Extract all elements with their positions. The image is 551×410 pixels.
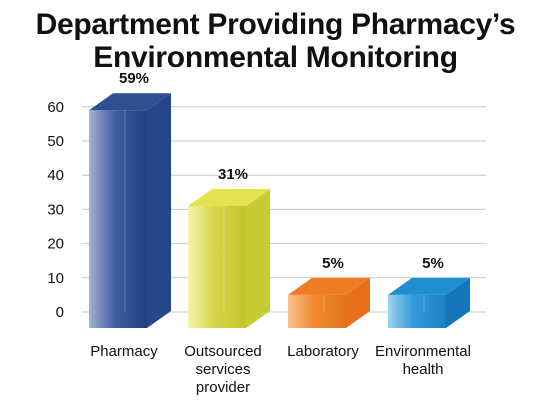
category-label: Outsourced services provider <box>184 343 262 396</box>
y-tick-label: 30 <box>47 201 64 218</box>
bar-side <box>446 277 470 328</box>
y-tick-label: 40 <box>47 167 64 184</box>
data-label: 59% <box>119 70 149 87</box>
bar <box>188 205 246 328</box>
bars <box>89 93 470 328</box>
category-label: Pharmacy <box>90 343 158 360</box>
bar <box>388 294 446 328</box>
y-tick-label: 10 <box>47 270 64 287</box>
bar-top <box>288 277 370 295</box>
category-label-line: health <box>403 361 444 378</box>
bar-side <box>246 188 270 328</box>
bar <box>89 110 147 328</box>
category-label-line: Environmental <box>375 343 471 360</box>
y-tick-label: 60 <box>47 99 64 116</box>
bar-top <box>388 277 470 295</box>
category-label-line: Laboratory <box>287 343 359 360</box>
bar-side <box>147 93 171 328</box>
chart-title-line-1: Department Providing Pharmacy’s <box>35 8 516 41</box>
category-label: Laboratory <box>287 343 359 360</box>
category-label-line: services <box>195 361 250 378</box>
data-label: 5% <box>322 255 344 272</box>
chart-title: Department Providing Pharmacy’s Environm… <box>0 8 551 74</box>
y-tick-label: 0 <box>56 304 64 321</box>
category-label-line: provider <box>196 379 250 396</box>
y-tick-label: 20 <box>47 236 64 253</box>
data-label: 5% <box>422 255 444 272</box>
bar-top <box>89 93 171 111</box>
category-label-line: Pharmacy <box>90 343 158 360</box>
chart-title-line-2: Environmental Monitoring <box>93 41 458 74</box>
data-labels: 59% 31% 5% 5% <box>119 70 444 272</box>
y-tick-label: 50 <box>47 133 64 150</box>
bar <box>288 294 346 328</box>
data-label: 31% <box>218 166 248 183</box>
bar-side <box>346 277 370 328</box>
bar-top <box>188 188 270 206</box>
category-label-line: Outsourced <box>184 343 262 360</box>
y-axis-ticks: 0 10 20 30 40 50 60 <box>47 99 64 321</box>
category-label: Environmental health <box>375 343 471 378</box>
category-labels: Pharmacy Outsourced services provider Labora… <box>90 343 471 396</box>
